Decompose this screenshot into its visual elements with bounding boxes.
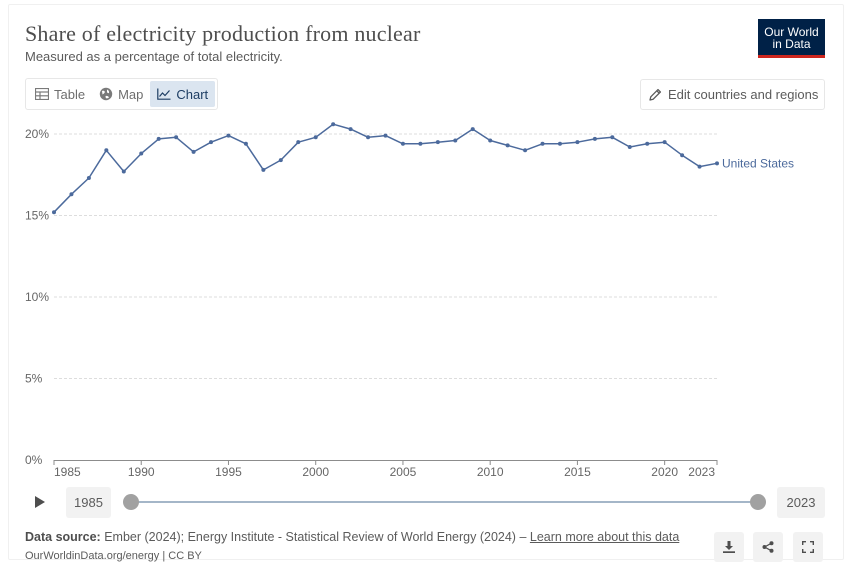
learn-more-link[interactable]: Learn more about this data <box>529 530 680 544</box>
y-tick-label: 5% <box>25 372 43 386</box>
table-icon <box>35 88 49 100</box>
data-source: Data source: Ember (2024); Energy Instit… <box>25 530 679 544</box>
view-tabs: Table Map Chart <box>25 78 219 110</box>
edit-countries-button[interactable]: Edit countries and regions <box>640 79 825 110</box>
data-point <box>69 192 74 197</box>
y-tick-label: 0% <box>25 453 43 467</box>
series-label: United States <box>722 156 794 170</box>
tab-chart[interactable]: Chart <box>150 81 216 107</box>
data-point <box>627 145 632 150</box>
data-point <box>348 127 353 132</box>
play-icon <box>35 496 45 508</box>
chart-axes: 0% 5% 10% 15% 20% 1985 1990 1995 2000 2005 2010 201… <box>25 127 718 479</box>
data-point <box>418 141 423 146</box>
pencil-icon <box>649 88 662 101</box>
globe-icon <box>99 87 113 101</box>
x-tick-label: 1985 <box>54 465 81 479</box>
x-tick-label: 2023 <box>688 465 715 479</box>
download-icon <box>723 541 735 553</box>
x-tick-label: 2015 <box>564 465 591 479</box>
page-title: Share of electricity production from nuc… <box>25 21 421 46</box>
edit-countries-label: Edit countries and regions <box>668 87 819 102</box>
chart-series: United States <box>52 122 794 215</box>
fullscreen-icon <box>802 541 814 553</box>
data-point <box>209 140 214 145</box>
share-button[interactable] <box>753 532 783 562</box>
x-tick-label: 1990 <box>128 465 155 479</box>
data-point <box>557 141 562 146</box>
data-point <box>174 135 179 140</box>
x-tick-label: 2005 <box>390 465 417 479</box>
data-point <box>470 127 475 132</box>
share-icon <box>762 541 774 553</box>
data-point <box>575 140 580 145</box>
data-point <box>400 141 405 146</box>
x-tick-label: 2020 <box>651 465 678 479</box>
data-point <box>261 167 266 172</box>
timeline-end-year[interactable]: 2023 <box>777 487 825 518</box>
data-point <box>610 135 615 140</box>
data-point <box>435 140 440 145</box>
attribution: OurWorldinData.org/energy | CC BY <box>25 550 202 562</box>
x-tick-label: 2000 <box>302 465 329 479</box>
data-point <box>296 140 301 145</box>
data-point <box>226 133 231 138</box>
logo-line-2: in Data <box>772 37 811 51</box>
data-point <box>156 136 161 141</box>
data-source-label: Data source: <box>25 530 101 544</box>
logo-line-1: Our World <box>764 25 819 39</box>
data-point <box>715 161 719 166</box>
data-point <box>523 148 528 153</box>
x-tick-label: 2010 <box>477 465 504 479</box>
tab-table[interactable]: Table <box>28 81 92 107</box>
data-point <box>383 133 388 138</box>
data-point <box>680 153 685 158</box>
data-point <box>52 210 56 215</box>
data-point <box>86 176 91 181</box>
fullscreen-button[interactable] <box>793 532 823 562</box>
data-point <box>191 149 196 154</box>
data-point <box>697 164 702 169</box>
x-tick-label: 1995 <box>215 465 242 479</box>
data-point <box>139 151 144 156</box>
y-tick-label: 20% <box>25 127 49 141</box>
play-button[interactable] <box>25 487 55 517</box>
data-point <box>243 141 248 146</box>
data-point <box>662 140 667 145</box>
data-point <box>488 138 493 143</box>
y-tick-label: 15% <box>25 209 49 223</box>
data-point <box>278 158 283 163</box>
timeline-end-handle[interactable] <box>750 494 766 510</box>
timeline-start-year[interactable]: 1985 <box>66 487 111 518</box>
data-point <box>645 141 650 146</box>
line-chart-icon <box>157 88 171 100</box>
chart-card <box>8 4 844 560</box>
data-point <box>331 122 336 127</box>
timeline-start-handle[interactable] <box>123 494 139 510</box>
tab-table-label: Table <box>54 86 86 102</box>
timeline-track[interactable] <box>130 501 758 503</box>
page-subtitle: Measured as a percentage of total electr… <box>25 49 283 64</box>
data-point <box>505 143 510 148</box>
y-tick-label: 10% <box>25 290 49 304</box>
data-point <box>540 141 545 146</box>
data-point <box>592 136 597 141</box>
data-point <box>104 148 109 153</box>
data-point <box>366 135 371 140</box>
owid-logo[interactable]: Our World in Data <box>758 19 825 58</box>
tab-map-label: Map <box>118 86 144 102</box>
data-point <box>121 169 126 174</box>
tab-map[interactable]: Map <box>92 81 150 107</box>
download-button[interactable] <box>714 532 744 562</box>
data-source-text: Ember (2024); Energy Institute - Statist… <box>104 530 527 544</box>
data-point <box>453 138 458 143</box>
data-point <box>313 135 318 140</box>
tab-chart-label: Chart <box>176 86 209 102</box>
chart-gridlines <box>54 133 717 379</box>
